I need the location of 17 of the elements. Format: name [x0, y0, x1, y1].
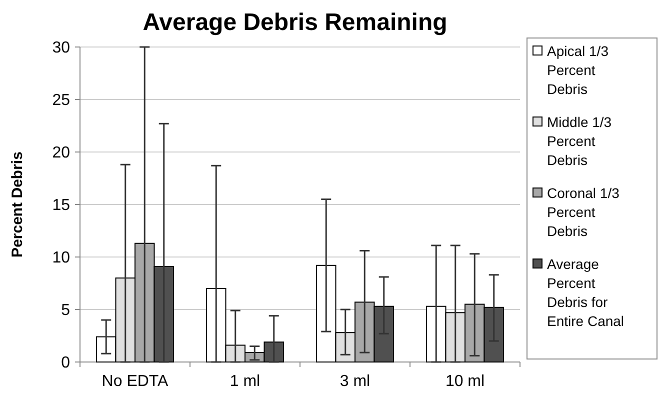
y-tick-label: 0	[61, 354, 70, 372]
x-tick-label: 10 ml	[445, 373, 485, 390]
y-tick-label: 30	[52, 40, 70, 57]
y-tick-label: 25	[52, 92, 70, 110]
y-tick-label: 5	[61, 302, 70, 320]
legend-label: Middle 1/3 Percent Debris	[547, 114, 612, 168]
x-tick-label: No EDTA	[102, 373, 169, 390]
y-tick-label: 15	[52, 197, 70, 214]
legend-label: Apical 1/3 Percent Debris	[547, 43, 609, 97]
y-axis-title: Percent Debris	[9, 152, 26, 258]
x-tick-label: 3 ml	[340, 373, 370, 390]
x-tick-label: 1 ml	[230, 373, 260, 390]
legend-label: Coronal 1/3 Percent Debris	[547, 185, 620, 239]
y-tick-label: 20	[52, 144, 70, 162]
legend-label: Average Percent Debris for Entire Canal	[547, 256, 624, 329]
chart-title: Average Debris Remaining	[142, 9, 448, 36]
y-tick-label: 10	[52, 250, 70, 267]
